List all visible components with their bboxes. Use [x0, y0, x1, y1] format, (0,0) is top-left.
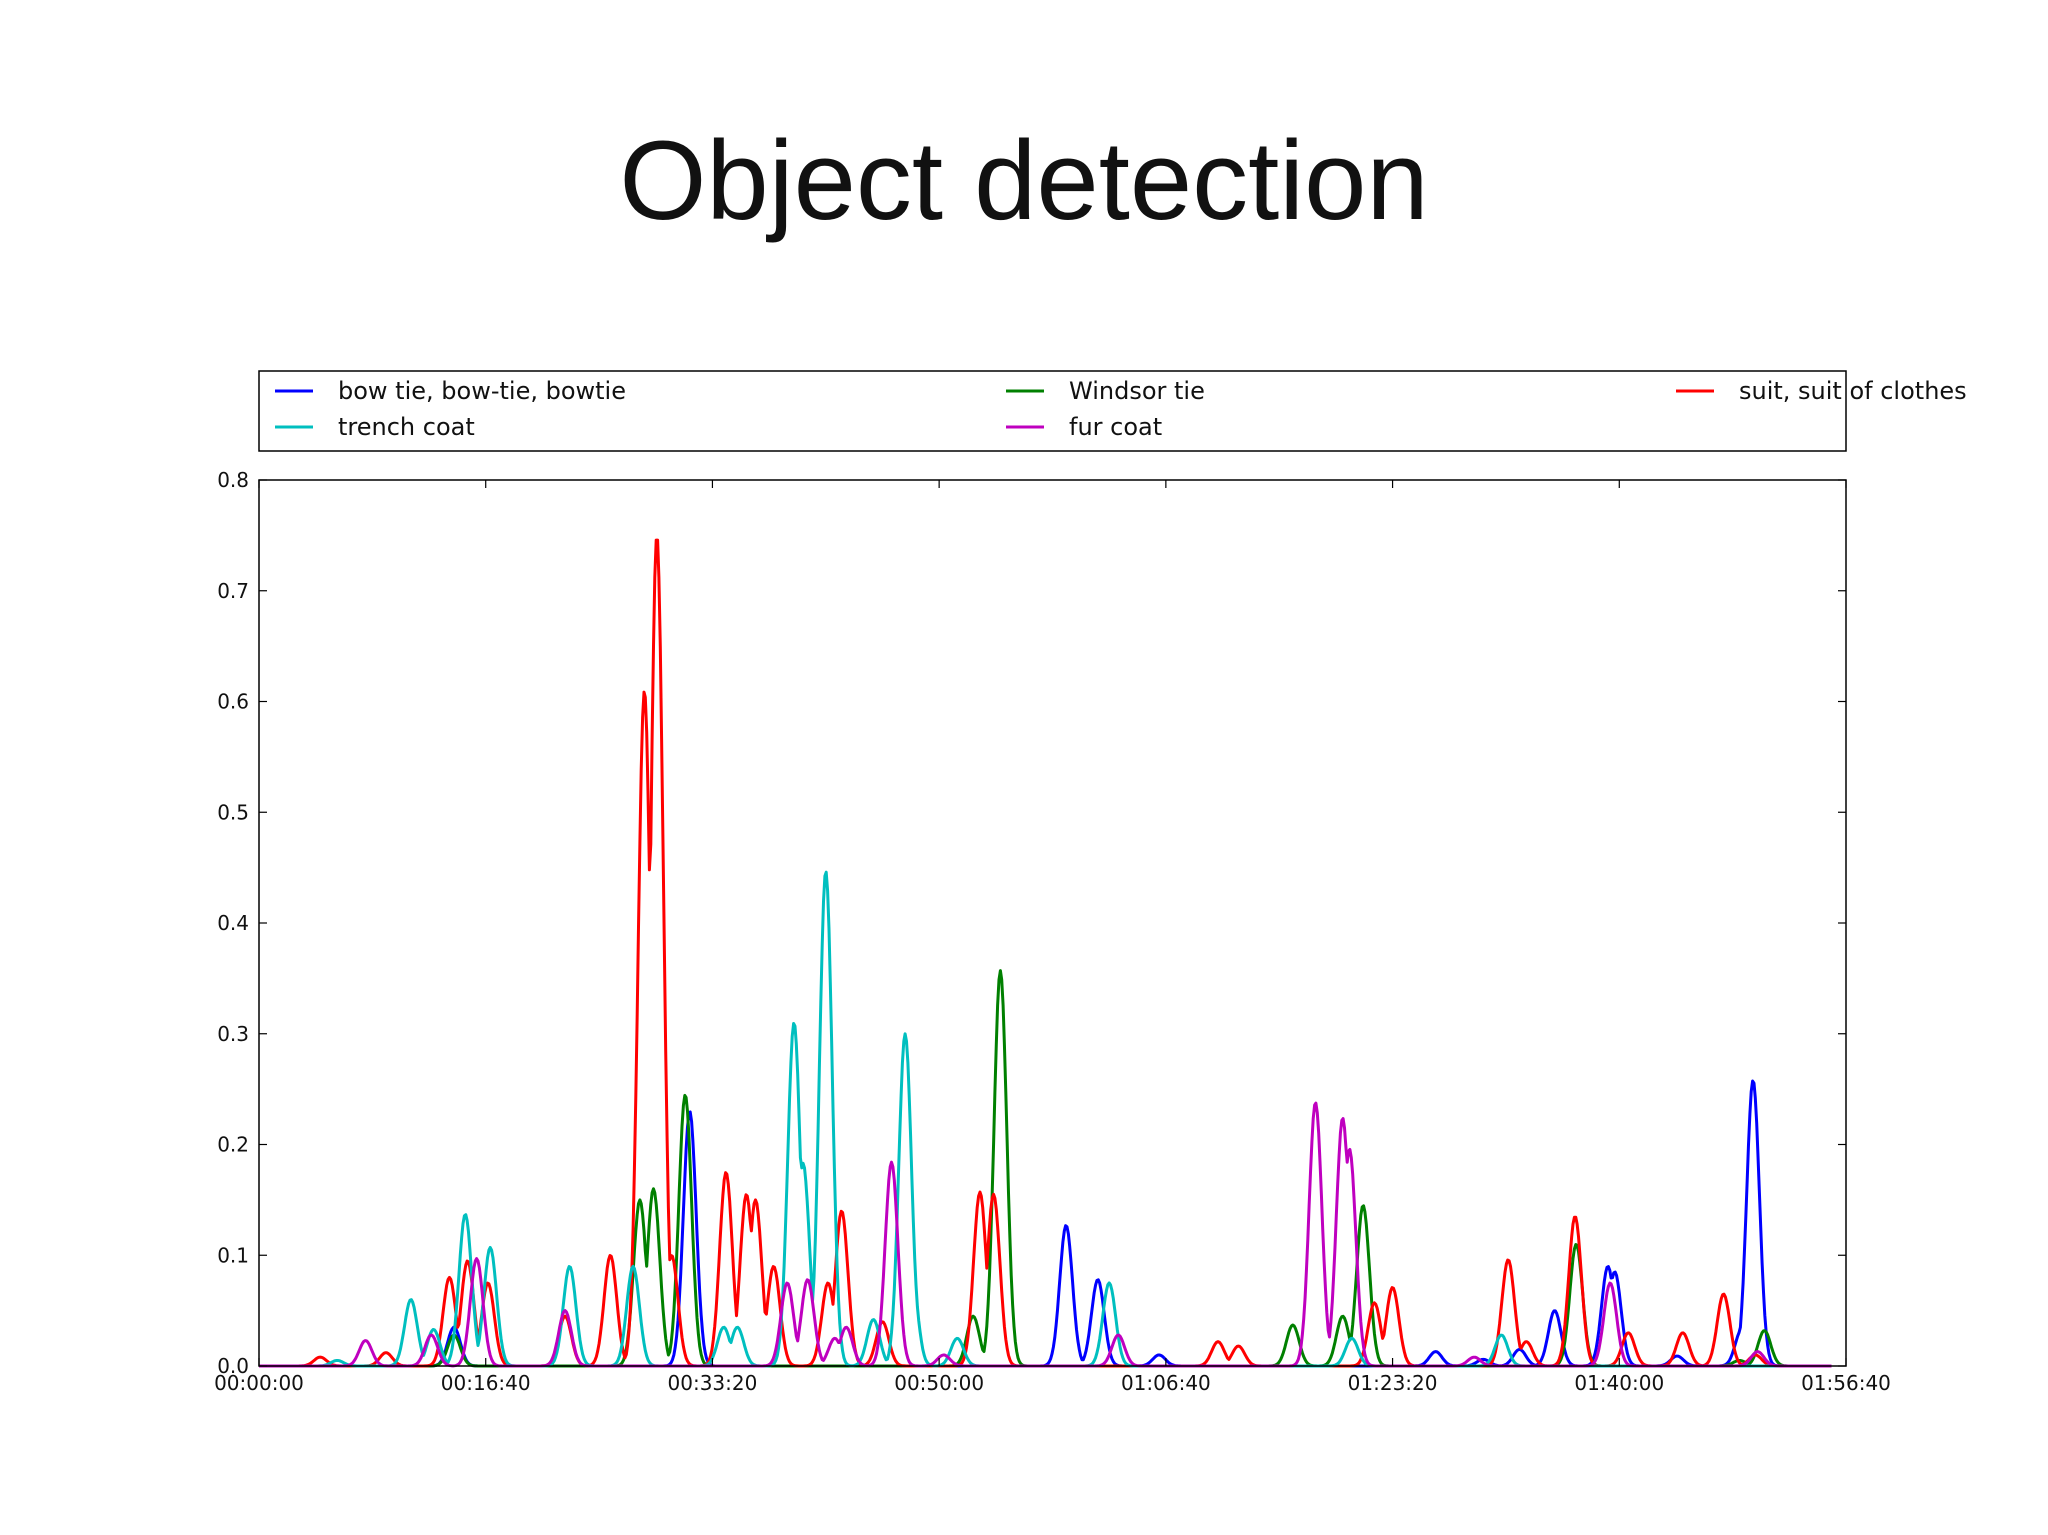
x-tick-label: 01:06:40 [1121, 1371, 1211, 1395]
plot-area: 0.0 0.1 0.2 0.3 0.4 0.5 0.6 0.7 0.8 00:00:00 00:16… [214, 468, 1891, 1395]
legend-label: Windsor tie [1069, 377, 1205, 405]
legend-label: trench coat [338, 413, 475, 441]
y-tick-label: 0.1 [217, 1243, 249, 1267]
legend-box [258, 370, 1847, 452]
x-tick-label: 00:50:00 [894, 1371, 984, 1395]
legend-label: fur coat [1069, 413, 1162, 441]
series-line-suit [258, 538, 1832, 1368]
chart-legend: bow tie, bow-tie, bowtie Windsor tie suit,… [258, 370, 1967, 452]
y-tick-label: 0.6 [217, 690, 249, 714]
y-tick-label: 0.3 [217, 1022, 249, 1046]
x-tick-label: 00:33:20 [668, 1371, 758, 1395]
x-tick-label: 01:56:40 [1801, 1371, 1891, 1395]
legend-label: bow tie, bow-tie, bowtie [338, 377, 626, 405]
y-tick-label: 0.7 [217, 579, 249, 603]
y-tick-label: 0.8 [217, 468, 249, 492]
y-tick-label: 0.5 [217, 800, 249, 824]
y-tick-label: 0.4 [217, 911, 249, 935]
series-line-windsor-tie [258, 969, 1832, 1368]
legend-label: suit, suit of clothes [1739, 377, 1967, 405]
x-tick-label: 00:00:00 [214, 1371, 304, 1395]
y-tick-label: 0.2 [217, 1133, 249, 1157]
x-tick-label: 01:23:20 [1348, 1371, 1438, 1395]
slide-title: Object detection [619, 118, 1429, 243]
y-tick-label: 0.0 [217, 1354, 249, 1378]
plot-frame [258, 479, 1847, 1367]
x-tick-label: 01:40:00 [1574, 1371, 1664, 1395]
series-line-trench-coat [258, 870, 1832, 1368]
x-tick-label: 00:16:40 [441, 1371, 531, 1395]
